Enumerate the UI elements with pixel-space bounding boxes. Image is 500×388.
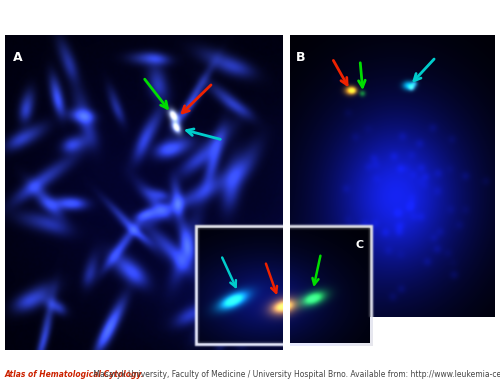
- Text: Masaryk University, Faculty of Medicine / University Hospital Brno. Available fr: Masaryk University, Faculty of Medicine …: [91, 370, 500, 379]
- Bar: [0, 355, 500, 388]
- Bar: [495, 35, 500, 350]
- Bar: [0, 0, 500, 35]
- Text: C: C: [356, 240, 364, 250]
- Text: A: A: [13, 51, 22, 64]
- Text: Atlas of Hematological Cytology.: Atlas of Hematological Cytology.: [5, 370, 144, 379]
- Bar: [283, 35, 290, 350]
- Text: B: B: [296, 51, 306, 64]
